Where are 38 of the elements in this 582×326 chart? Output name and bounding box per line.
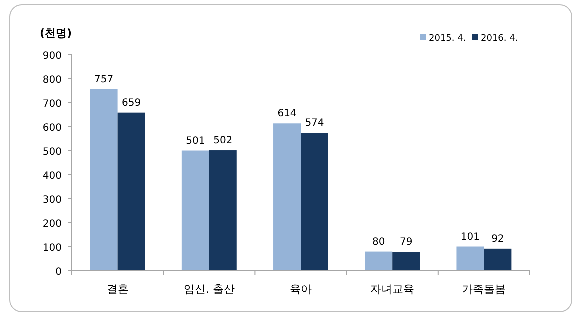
x-tick-label: 자녀교육 — [370, 283, 415, 296]
y-tick-label: 800 — [42, 75, 62, 86]
bar — [301, 133, 328, 271]
y-tick-label: 100 — [42, 243, 62, 254]
y-tick-label: 700 — [42, 99, 62, 110]
x-tick-label: 결혼 — [106, 283, 129, 296]
bar — [392, 252, 420, 271]
data-label: 659 — [122, 98, 142, 109]
legend-label: 2016. 4. — [481, 34, 518, 44]
bar — [209, 150, 237, 271]
bar — [365, 252, 393, 271]
data-label: 757 — [94, 74, 114, 86]
y-tick-label: 0 — [56, 267, 62, 278]
bar — [456, 246, 484, 271]
legend-label: 2015. 4. — [429, 34, 466, 44]
x-tick-label: 육아 — [290, 283, 312, 296]
y-tick-label: 300 — [42, 195, 62, 206]
bar — [182, 150, 210, 271]
data-label: 502 — [214, 136, 233, 147]
y-axis-title: (천명) — [40, 27, 72, 40]
data-label: 80 — [372, 236, 386, 248]
bar — [118, 112, 146, 271]
data-label: 574 — [305, 118, 324, 130]
data-label: 101 — [460, 232, 480, 243]
data-label: 501 — [186, 136, 206, 147]
bar — [274, 124, 301, 271]
y-tick-label: 600 — [42, 123, 62, 134]
bar — [484, 248, 512, 271]
y-tick-label: 400 — [42, 171, 62, 182]
bar — [90, 89, 118, 271]
y-tick-label: 500 — [42, 147, 62, 158]
x-tick-label: 임신. 출산 — [184, 283, 235, 296]
x-tick-label: 가족돌봄 — [462, 283, 506, 296]
y-tick-label: 900 — [42, 51, 62, 62]
data-label: 614 — [278, 108, 297, 120]
data-label: 92 — [492, 234, 504, 245]
data-label: 79 — [400, 237, 413, 248]
y-tick-label: 200 — [42, 219, 62, 230]
